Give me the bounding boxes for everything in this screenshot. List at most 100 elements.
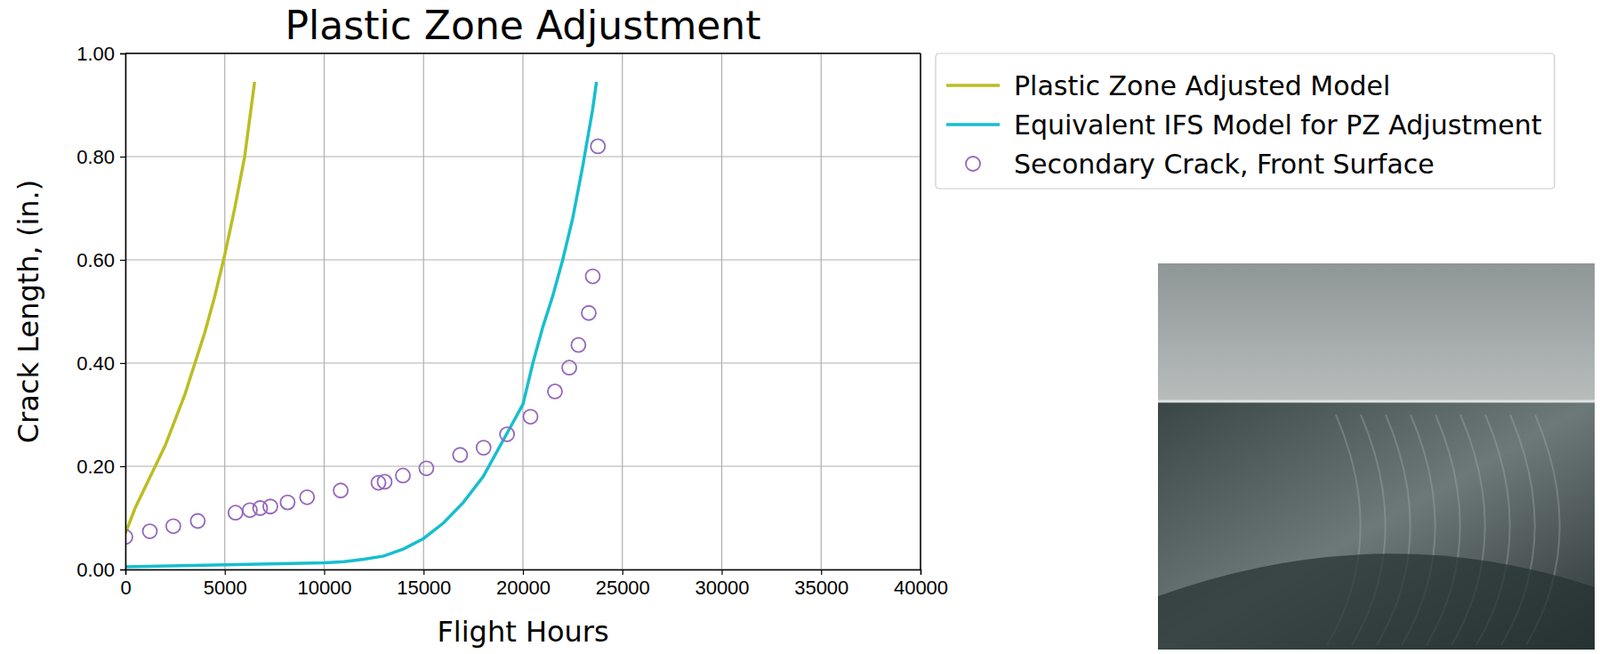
x-tick-label: 35000 — [794, 576, 849, 599]
legend-label: Plastic Zone Adjusted Model — [1013, 70, 1391, 102]
y-tick-label: 0.80 — [76, 145, 115, 169]
data-point — [522, 409, 538, 424]
frame-right — [919, 53, 922, 570]
data-point — [499, 426, 515, 442]
y-tick-mark — [120, 362, 126, 364]
legend-label: Secondary Crack, Front Surface — [1013, 148, 1435, 180]
x-tick-label: 15000 — [396, 576, 451, 599]
x-tick: 15000 — [396, 569, 451, 599]
data-point — [547, 384, 563, 399]
grid-line-y — [125, 361, 921, 363]
grid-line-y — [125, 465, 921, 467]
x-tick-mark — [622, 569, 624, 575]
data-point — [476, 440, 491, 455]
data-point — [418, 460, 434, 475]
photo-background — [1157, 263, 1595, 402]
x-tick: 0 — [120, 569, 131, 599]
chart: Plastic Zone Adjusted Model Equivalent IF… — [0, 0, 1600, 654]
grid-line-y — [125, 52, 921, 54]
legend-marker — [965, 156, 981, 171]
x-tick-label: 10000 — [297, 576, 352, 599]
y-tick-label: 1.00 — [76, 42, 115, 65]
grid-line-x — [423, 53, 425, 570]
data-point — [166, 518, 181, 533]
y-axis-line — [120, 54, 127, 571]
x-tick-label: 20000 — [496, 576, 551, 599]
y-tick-mark — [120, 569, 126, 571]
grid-line-y — [125, 258, 921, 260]
x-tick-mark — [721, 569, 723, 575]
x-tick-mark — [920, 569, 922, 575]
data-point — [242, 502, 258, 517]
x-tick-mark — [225, 569, 226, 575]
y-tick: 0.40 — [76, 352, 126, 375]
y-tick-label: 0.40 — [76, 352, 115, 375]
photo-dark-region — [1157, 553, 1595, 650]
y-tick-mark — [120, 466, 126, 467]
data-point — [570, 337, 586, 353]
x-tick-label: 30000 — [694, 576, 749, 599]
data-point — [299, 490, 314, 505]
data-point — [377, 474, 392, 489]
chart-title: Plastic Zone Adjustment — [285, 2, 762, 49]
data-point — [562, 360, 577, 375]
y-tick: 0.20 — [76, 455, 126, 478]
data-point — [452, 447, 467, 462]
photo — [1157, 263, 1595, 650]
y-tick: 0.00 — [76, 558, 126, 581]
x-tick: 5000 — [203, 569, 248, 599]
y-tick-label: 0.20 — [76, 455, 115, 478]
x-axis: 0 5000 10000 15000 20000 25000 30000 35000 40000 — [120, 569, 949, 599]
x-axis-line — [126, 570, 922, 576]
x-tick-label: 40000 — [893, 576, 949, 599]
x-tick: 40000 — [893, 569, 949, 599]
data-point — [590, 138, 605, 153]
x-tick-mark — [323, 569, 325, 575]
y-tick-label: 0.60 — [76, 249, 115, 272]
x-tick: 10000 — [297, 569, 352, 599]
x-tick-label: 25000 — [595, 576, 651, 599]
grid-line-x — [919, 53, 921, 570]
grid-line-x — [323, 53, 325, 570]
legend: Plastic Zone Adjusted Model Equivalent IF… — [935, 53, 1555, 189]
data-point — [253, 500, 268, 515]
x-tick-mark — [522, 569, 524, 575]
y-tick: 1.00 — [76, 42, 126, 65]
y-tick-label: 0.00 — [76, 558, 115, 581]
legend-label: Equivalent IFS Model for PZ Adjustment — [1013, 109, 1543, 141]
legend-line — [946, 83, 1000, 88]
data-line — [125, 81, 255, 534]
legend-box — [935, 53, 1555, 189]
x-tick: 30000 — [694, 569, 749, 599]
plot-area — [125, 81, 605, 567]
x-tick: 20000 — [496, 569, 551, 599]
y-tick: 0.80 — [76, 145, 126, 169]
grid-line-x — [522, 53, 523, 570]
x-tick-label: 5000 — [203, 576, 248, 599]
y-axis: 0.00 0.20 0.40 0.60 0.80 1.00 — [76, 42, 126, 581]
grid-line-x — [224, 53, 226, 570]
x-tick-mark — [820, 569, 822, 575]
data-point — [581, 305, 596, 321]
x-tick: 25000 — [595, 569, 651, 599]
grid-line-x — [621, 53, 623, 570]
photo-edge — [1157, 400, 1595, 403]
y-tick: 0.60 — [76, 249, 126, 272]
legend-line — [946, 122, 1000, 127]
data-point — [142, 523, 157, 539]
data-line — [125, 81, 597, 567]
x-tick-mark — [423, 569, 425, 575]
x-tick: 35000 — [794, 569, 849, 599]
data-point — [395, 467, 411, 483]
y-tick-mark — [120, 156, 126, 158]
photo-fracture-surface — [1157, 401, 1595, 650]
x-tick-label: 0 — [120, 576, 131, 599]
grid-line-x — [820, 53, 822, 570]
frame-top — [125, 52, 921, 55]
data-point — [263, 498, 278, 514]
y-tick-mark — [120, 259, 126, 261]
grid — [125, 53, 921, 570]
y-tick-mark — [120, 53, 126, 55]
data-point — [228, 505, 243, 520]
data-point — [585, 269, 600, 284]
